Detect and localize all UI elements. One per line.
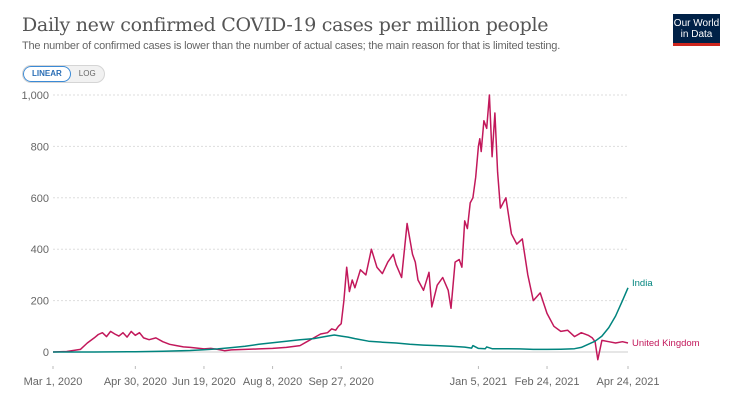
log-scale-button[interactable]: LOG	[78, 69, 96, 78]
x-tick-label: Jan 5, 2021	[450, 376, 508, 388]
series-line-united-kingdom	[52, 94, 629, 361]
x-tick-label: Apr 30, 2020	[104, 376, 167, 388]
y-tick-label: 0	[43, 347, 49, 359]
chart-subtitle: The number of confirmed cases is lower t…	[22, 40, 561, 52]
x-tick-label: Sep 27, 2020	[308, 376, 373, 388]
x-tick-label: Jun 19, 2020	[172, 376, 236, 388]
y-tick-label: 600	[31, 193, 49, 205]
y-tick-label: 200	[31, 296, 49, 308]
y-tick-label: 1,000	[21, 90, 49, 102]
y-tick-label: 800	[31, 141, 49, 153]
x-tick-label: Apr 24, 2021	[597, 376, 660, 388]
logo-line-1: Our World	[673, 18, 720, 29]
owid-logo[interactable]: Our World in Data	[673, 14, 720, 46]
x-tick-label: Aug 8, 2020	[243, 376, 302, 388]
series-label-india: India	[632, 278, 653, 289]
series-label-united-kingdom: United Kingdom	[632, 338, 700, 349]
series-layer	[52, 94, 629, 361]
y-tick-label: 400	[31, 244, 49, 256]
series-labels: India United Kingdom	[632, 278, 700, 349]
logo-line-2: in Data	[680, 29, 713, 40]
grid-layer	[53, 94, 628, 353]
x-tick-label: Mar 1, 2020	[24, 376, 83, 388]
series-line-india	[53, 287, 629, 353]
linear-scale-button[interactable]: LINEAR	[23, 66, 71, 82]
x-tick-label: Feb 24, 2021	[515, 376, 580, 388]
y-axis: 0 200 400 600 800 1,000	[21, 90, 49, 359]
scale-toggle: LINEAR LOG	[22, 65, 105, 83]
chart-title: Daily new confirmed COVID-19 cases per m…	[22, 14, 549, 36]
x-axis: Mar 1, 2020 Apr 30, 2020 Jun 19, 2020 Aug 8…	[24, 366, 660, 388]
